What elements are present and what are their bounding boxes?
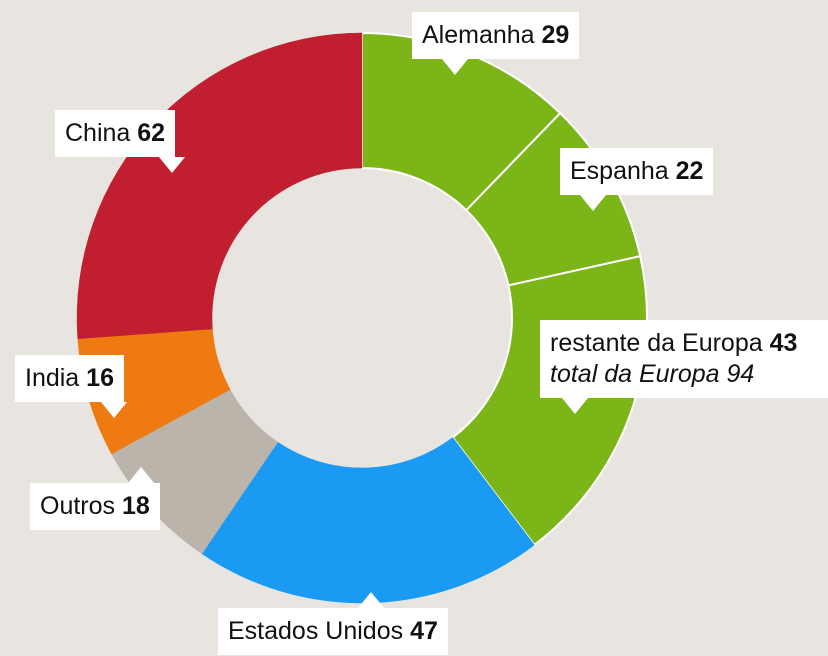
slice-label: Outros 18 [30, 467, 160, 530]
category-name: Alemanha [422, 21, 535, 49]
slice [201, 437, 535, 604]
slice [76, 32, 363, 340]
label-pointer [358, 592, 384, 608]
slice-label: Alemanha 29 [412, 12, 580, 75]
annotation: total da Europa 94 [550, 360, 755, 388]
category-name: Estados Unidos [228, 617, 404, 645]
slice-label: India 16 [15, 355, 127, 418]
label-pointer [159, 157, 185, 173]
label-pointer [580, 195, 606, 211]
slice-label: China 62 [55, 110, 185, 173]
value-label: 47 [410, 617, 438, 645]
category-name: restante da Europa [550, 329, 763, 357]
value-label: 16 [86, 364, 114, 392]
value-label: 18 [121, 492, 150, 520]
value-label: 29 [541, 21, 570, 49]
category-name: India [25, 364, 80, 392]
category-name: China [65, 119, 131, 147]
slice-label: Espanha 22 [560, 148, 714, 211]
value-label: 62 [137, 119, 166, 147]
category-name: Espanha [570, 157, 669, 185]
label-pointer [128, 467, 154, 483]
slice-label: Estados Unidos 47 [218, 592, 448, 655]
label-pointer [442, 59, 468, 75]
slice-label: restante da Europa 43 total da Europa 94 [540, 320, 828, 414]
value-label: 22 [675, 157, 704, 185]
category-name: Outros [40, 492, 116, 520]
value-label: 43 [769, 329, 798, 357]
label-pointer [101, 402, 127, 418]
label-pointer [562, 398, 588, 414]
